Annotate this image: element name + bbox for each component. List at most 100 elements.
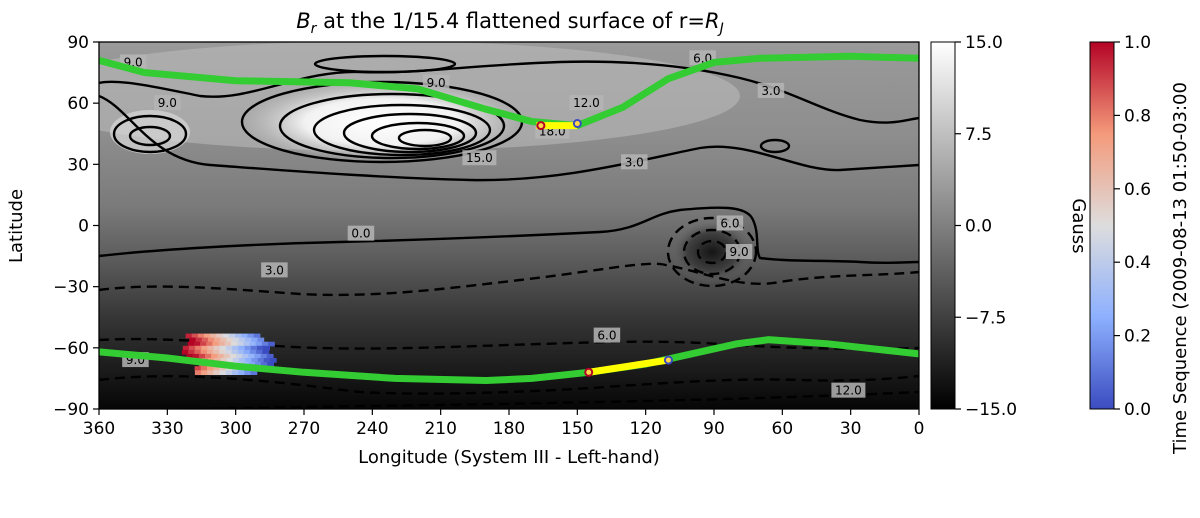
contour-label-bg xyxy=(757,82,785,98)
aurora-cell xyxy=(219,366,227,371)
aurora-cell xyxy=(269,358,277,363)
y-tick-label: −90 xyxy=(53,400,89,420)
aurora-cell xyxy=(206,341,213,347)
aurora-cell xyxy=(244,370,252,375)
aurora-cell xyxy=(235,353,243,359)
aurora-cell xyxy=(216,333,224,339)
x-tick-label: 0 xyxy=(914,419,925,439)
x-axis-ticks: 360 330 300 270 240 210 180 150 120 90 60 30 0 xyxy=(83,409,925,439)
aurora-cell xyxy=(200,341,207,347)
contour-label: 3.0 xyxy=(265,263,284,277)
aurora-cell xyxy=(254,353,262,359)
y-tick-label: −30 xyxy=(53,278,89,298)
time-tick-label: 0.0 xyxy=(1124,400,1151,420)
contour-label: 12.0 xyxy=(573,96,600,110)
contour-ring xyxy=(312,103,492,157)
aurora-cell xyxy=(219,349,226,355)
contour-ring xyxy=(666,216,758,288)
aurora-cell xyxy=(195,337,203,343)
gauss-colorbar-ticks: 15.0 7.5 0.0 −7.5 −15.0 xyxy=(955,33,1017,420)
aurora-cell xyxy=(189,337,197,343)
aurora-cell xyxy=(220,358,228,363)
aurora-cell xyxy=(268,341,275,347)
aurora-cell xyxy=(224,341,232,347)
time-tick-label: 0.8 xyxy=(1124,106,1151,126)
aurora-cell xyxy=(189,345,196,351)
aurora-cell xyxy=(193,341,201,347)
contour-label-bg xyxy=(831,382,866,398)
x-tick-label: 60 xyxy=(772,419,794,439)
aurora-cell xyxy=(237,341,244,347)
aurora-cell xyxy=(250,370,258,375)
aurora-cell xyxy=(195,345,202,351)
aurora-cell xyxy=(225,349,233,355)
title-main: at the 1/15.4 flattened surface of r= xyxy=(316,9,705,33)
contour-label-bg xyxy=(347,225,375,241)
contour-label: 15.0 xyxy=(466,151,493,165)
aurora-cell xyxy=(198,353,206,359)
aurora-cell xyxy=(223,353,231,359)
aurora-cell xyxy=(239,358,246,363)
contour-label: 12.0 xyxy=(835,384,862,398)
aurora-cell xyxy=(220,337,228,343)
y-axis-label: Latitude xyxy=(6,189,27,263)
trajectory-point xyxy=(536,121,546,131)
aurora-cell xyxy=(187,341,195,347)
aurora-cell xyxy=(204,333,211,339)
aurora-cell xyxy=(266,353,274,359)
aurora-cell xyxy=(232,345,240,351)
aurora-cell xyxy=(229,353,237,359)
time-tick-label: 0.4 xyxy=(1124,253,1151,273)
plot-area: 9.0 6.09.012.03.09.018.015.0 3.00.06.09.03… xyxy=(99,42,919,409)
trajectory-points xyxy=(536,119,673,377)
aurora-cell xyxy=(253,333,261,339)
y-tick-label: 90 xyxy=(67,33,89,53)
x-tick-label: 330 xyxy=(151,419,183,439)
contour-label: 9.0 xyxy=(427,76,446,90)
aurora-cell xyxy=(211,353,218,359)
aurora-cell xyxy=(219,345,227,351)
x-tick-label: 270 xyxy=(288,419,320,439)
contour-ring xyxy=(397,128,453,148)
aurora-cell xyxy=(207,366,214,371)
contour-label: 9.0 xyxy=(730,245,749,259)
aurora-cell xyxy=(206,349,214,355)
aurora-cell xyxy=(214,358,222,363)
contour-label-bg xyxy=(621,154,648,170)
aurora-cell xyxy=(226,345,233,351)
gauss-tick-label: −7.5 xyxy=(965,308,1006,328)
aurora-cell xyxy=(237,349,245,355)
contour-label: 0.0 xyxy=(351,227,370,241)
aurora-cell xyxy=(214,337,221,343)
x-tick-label: 120 xyxy=(629,419,661,439)
aurora-cell xyxy=(218,341,226,347)
aurora-cell xyxy=(219,370,227,375)
trajectory-point xyxy=(572,119,582,129)
aurora-cell xyxy=(257,345,264,351)
time-colorbar-ticks: 1.0 0.8 0.6 0.4 0.2 0.0 xyxy=(1114,33,1151,420)
trajectory-point xyxy=(663,355,673,365)
contour-ring xyxy=(370,121,466,151)
aurora-cell xyxy=(188,349,195,355)
aurora-cell xyxy=(194,349,202,355)
aurora-cell xyxy=(230,341,238,347)
aurora-cell xyxy=(231,349,239,355)
x-tick-label: 90 xyxy=(703,419,725,439)
contour-neg12 xyxy=(154,390,919,409)
aurora-cell xyxy=(250,349,257,355)
aurora-cell xyxy=(254,362,262,367)
aurora-cell xyxy=(256,349,263,355)
x-tick-label: 360 xyxy=(83,419,115,439)
aurora-cell xyxy=(213,370,221,375)
aurora-cell xyxy=(235,333,242,339)
contour-neg3 xyxy=(99,262,919,297)
x-tick-label: 150 xyxy=(561,419,593,439)
contour-ring xyxy=(112,114,188,154)
aurora-cell xyxy=(185,333,193,339)
aurora-cell xyxy=(248,353,255,359)
contour-label-bg xyxy=(261,262,288,278)
aurora-cell xyxy=(257,337,265,343)
aurora-cell xyxy=(200,349,208,355)
y-tick-label: 30 xyxy=(67,155,89,175)
aurora-cell xyxy=(249,341,257,347)
